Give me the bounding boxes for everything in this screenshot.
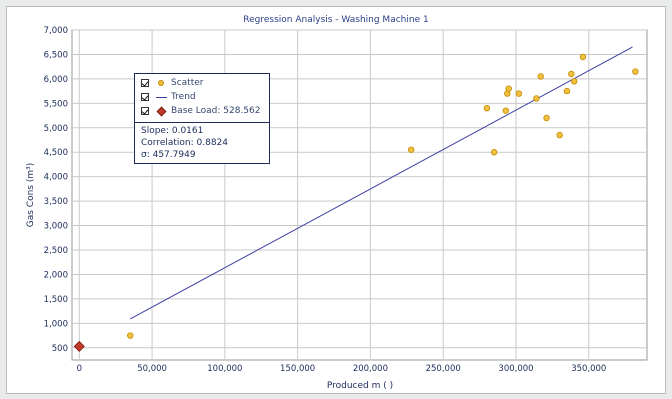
scatter-point	[563, 87, 571, 95]
y-tick-label: 6,500	[44, 50, 68, 60]
data-series	[73, 46, 639, 352]
y-tick-label: 1,500	[44, 295, 68, 305]
y-tick-label: 5,000	[44, 124, 68, 134]
chart-legend: Scatter Trend Base Load: 528.562 Slope: …	[134, 73, 270, 164]
legend-trend-label: Trend	[171, 92, 196, 102]
y-tick-label: 3,500	[44, 197, 68, 207]
checkbox-checked-icon[interactable]	[141, 93, 149, 101]
scatter-point	[537, 73, 544, 80]
scatter-point	[556, 131, 563, 139]
base-load-marker	[73, 340, 85, 352]
scatter-point	[502, 107, 509, 114]
scatter-point	[505, 85, 512, 92]
scatter-dot-icon	[158, 80, 164, 86]
legend-item-base-load[interactable]: Base Load: 528.562	[141, 105, 260, 117]
y-tick-label: 500	[52, 344, 68, 354]
checkbox-checked-icon[interactable]	[141, 107, 149, 115]
correlation-text: Correlation: 0.8824	[141, 138, 229, 148]
x-axis-ticks: 0 50,000 100,000 150,000 200,000 250,000 300,0…	[77, 364, 607, 374]
scatter-point	[579, 53, 587, 61]
scatter-point	[632, 68, 639, 75]
scatter-point	[515, 90, 523, 97]
scatter-point	[543, 114, 550, 122]
y-tick-label: 1,000	[44, 319, 68, 329]
y-tick-label: 4,500	[44, 148, 68, 158]
sigma-text: σ: 457.7949	[141, 150, 196, 160]
checkbox-checked-icon[interactable]	[141, 79, 149, 87]
x-tick-label: 350,000	[571, 364, 606, 374]
legend-base-load-label: Base Load: 528.562	[171, 106, 261, 116]
y-tick-label: 6,000	[44, 75, 68, 85]
y-tick-label: 2,000	[44, 270, 68, 280]
scatter-point	[490, 149, 498, 156]
y-tick-label: 4,000	[44, 173, 68, 183]
x-tick-label: 300,000	[498, 364, 533, 374]
legend-scatter-label: Scatter	[171, 78, 204, 88]
scatter-point	[483, 105, 491, 112]
x-tick-label: 0	[77, 364, 82, 374]
scatter-point	[533, 95, 540, 102]
scatter-point	[568, 70, 575, 78]
x-tick-label: 100,000	[207, 364, 242, 374]
x-axis-label: Produced m ( )	[327, 381, 393, 391]
scatter-point	[571, 78, 578, 85]
slope-text: Slope: 0.0161	[141, 126, 204, 136]
scatter-point	[407, 146, 415, 153]
trend-line-icon	[155, 96, 167, 98]
scatter-point	[127, 332, 134, 339]
legend-item-trend[interactable]: Trend	[141, 91, 196, 103]
y-axis-ticks: 500 1,000 1,500 2,000 2,500 3,000 3,500 4,000 4,…	[44, 26, 68, 354]
x-tick-label: 200,000	[353, 364, 388, 374]
y-tick-label: 2,500	[44, 246, 68, 256]
grid-lines	[72, 29, 647, 360]
x-tick-label: 50,000	[137, 364, 167, 374]
y-tick-label: 3,000	[44, 222, 68, 232]
y-axis-label: Gas Cons (m³)	[26, 163, 36, 227]
diamond-icon	[156, 106, 166, 116]
trend-line	[129, 46, 633, 320]
y-tick-label: 7,000	[44, 26, 68, 36]
x-tick-label: 250,000	[426, 364, 461, 374]
y-tick-label: 5,500	[44, 99, 68, 109]
legend-divider	[135, 122, 269, 123]
legend-item-scatter[interactable]: Scatter	[141, 77, 203, 89]
x-tick-label: 150,000	[280, 364, 315, 374]
chart-title: Regression Analysis - Washing Machine 1	[243, 15, 428, 25]
